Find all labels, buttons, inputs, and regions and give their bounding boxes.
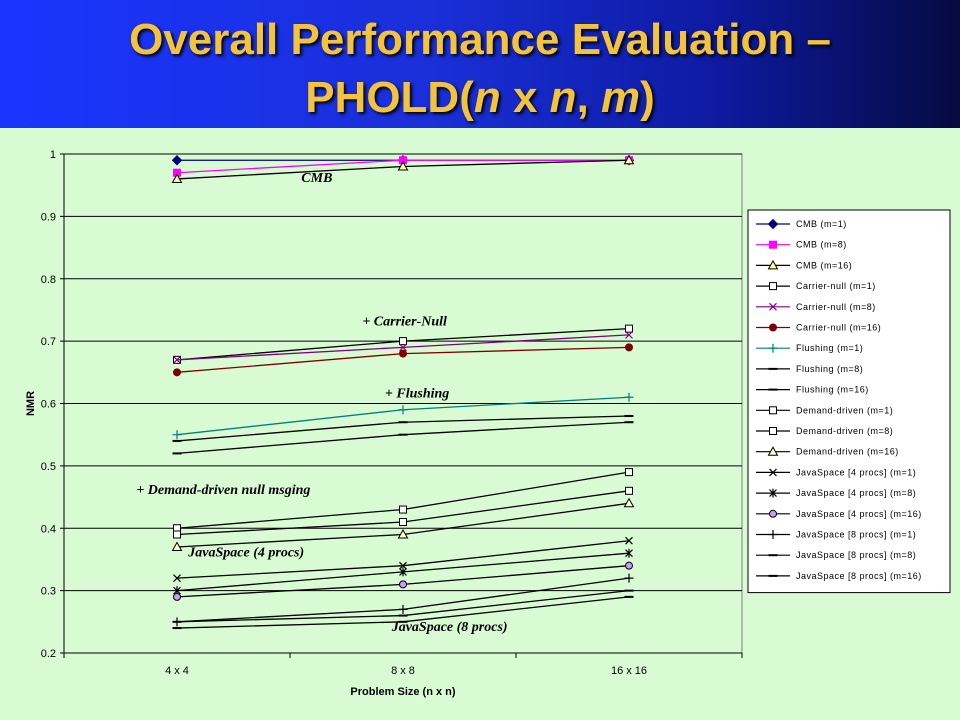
title-var-n2: n [549,73,577,122]
data-point [171,541,183,551]
legend-swatch-marker [768,343,778,353]
legend-entry: JavaSpace [8 procs] (m=8) [796,550,916,560]
legend-swatch-marker [769,406,777,415]
legend-entry: CMB (m=8) [796,240,847,250]
legend-swatch-marker [769,509,777,518]
legend-swatch-marker [769,488,777,498]
legend-entry: Demand-driven (m=8) [796,426,893,436]
annotation-label: JavaSpace (8 procs) [391,620,508,635]
y-tick-label: 0.9 [41,211,56,223]
data-point [399,349,407,358]
chart-area: 0.2 0.3 0.4 0.5 0.6 0.7 0.8 0.9 1 4 x 4 8 x 8 16 x … [0,128,960,720]
data-point [172,430,182,440]
data-point [171,155,183,166]
legend-swatch-marker [769,427,777,435]
legend-entry: JavaSpace [4 procs] (m=1) [796,467,916,477]
y-tick-label: 0.3 [41,586,56,598]
y-axis-label: NMR [25,391,37,416]
legend-entry: Flushing (m=1) [796,343,863,353]
y-tick-label: 0.7 [41,336,56,348]
legend-swatch-marker [769,468,777,477]
y-tick-label: 0.5 [41,461,56,473]
y-tick-label: 0.6 [41,399,56,411]
legend-swatch-marker [767,446,779,456]
data-point [173,368,181,377]
title-var-m: m [601,73,641,122]
title-comma: , [576,73,602,122]
legend-entry: JavaSpace [4 procs] (m=8) [796,488,916,498]
data-point [399,567,407,577]
legend-entry: Demand-driven (m=1) [796,405,893,415]
x-axis-label: Problem Size (n x n) [350,686,455,698]
legend-entry: Demand-driven (m=16) [796,447,899,457]
title-suffix: ) [640,73,655,122]
y-tick-label: 0.8 [41,274,56,286]
legend-swatch-marker [768,530,778,539]
legend-entry: JavaSpace [8 procs] (m=1) [796,530,916,540]
y-tick-label: 1 [50,149,56,161]
legend-entry: JavaSpace [4 procs] (m=16) [796,509,922,519]
y-tick-label: 0.2 [41,648,56,660]
data-point [173,574,181,583]
data-point [624,573,634,583]
title-x: x [500,73,550,122]
data-point [398,604,408,614]
data-point [171,173,183,183]
slide-title-line1: Overall Performance Evaluation – [129,15,831,64]
title-bar: Overall Performance Evaluation – PHOLD(n… [0,0,960,128]
data-point [625,536,633,545]
legend-box [747,209,951,594]
data-point [399,337,407,346]
data-point [173,530,181,539]
annotation-label: + Carrier-Null [362,315,447,330]
data-point [625,468,633,477]
legend-entry: Flushing (m=16) [796,385,869,395]
y-tick-label: 0.4 [41,523,56,535]
legend-swatch-marker [769,323,777,332]
legend-swatch-marker [769,240,777,249]
x-tick-label: 16 x 16 [611,665,647,677]
data-point [399,518,407,527]
legend-swatch-marker [769,302,777,311]
x-tick-label: 8 x 8 [391,665,415,677]
data-point [399,580,407,589]
annotation-label: JavaSpace (4 procs) [187,545,304,560]
data-point [625,561,633,570]
title-prefix: PHOLD( [305,73,474,122]
data-point [625,330,633,339]
legend-swatch-marker [767,259,779,270]
legend-entry: JavaSpace [8 procs] (m=16) [796,571,922,581]
annotation-label: + Demand-driven null msging [136,483,310,498]
data-point [625,548,633,558]
data-point [399,505,407,514]
legend-entry: CMB (m=16) [796,260,852,270]
data-point [624,392,634,402]
legend-swatch-marker [767,218,779,230]
legend-entry: Carrier-null (m=1) [796,281,876,291]
data-point [397,528,409,539]
legend-swatch-marker [769,282,777,291]
data-point [173,592,181,601]
legend-entry: Flushing (m=8) [796,364,863,374]
annotation-label: CMB [301,171,332,186]
slide-title-line2: PHOLD(n x n, m) [0,74,960,122]
legend-entry: CMB (m=1) [796,219,847,229]
data-point [398,405,408,415]
data-point [399,343,407,352]
data-point [623,154,635,165]
data-point [623,497,635,508]
data-point [625,343,633,352]
title-var-n1: n [473,73,501,122]
data-point [399,561,407,570]
x-tick-label: 4 x 4 [165,665,189,677]
annotation-label: + Flushing [385,386,449,401]
data-point [625,324,633,333]
legend-entry: Carrier-null (m=16) [796,323,881,333]
nmr-line-chart: 0.2 0.3 0.4 0.5 0.6 0.7 0.8 0.9 1 4 x 4 8 x 8 16 x … [25,149,951,698]
data-point [625,486,633,495]
data-point [397,160,409,171]
legend-entry: Carrier-null (m=8) [796,302,876,312]
data-point [173,355,181,364]
